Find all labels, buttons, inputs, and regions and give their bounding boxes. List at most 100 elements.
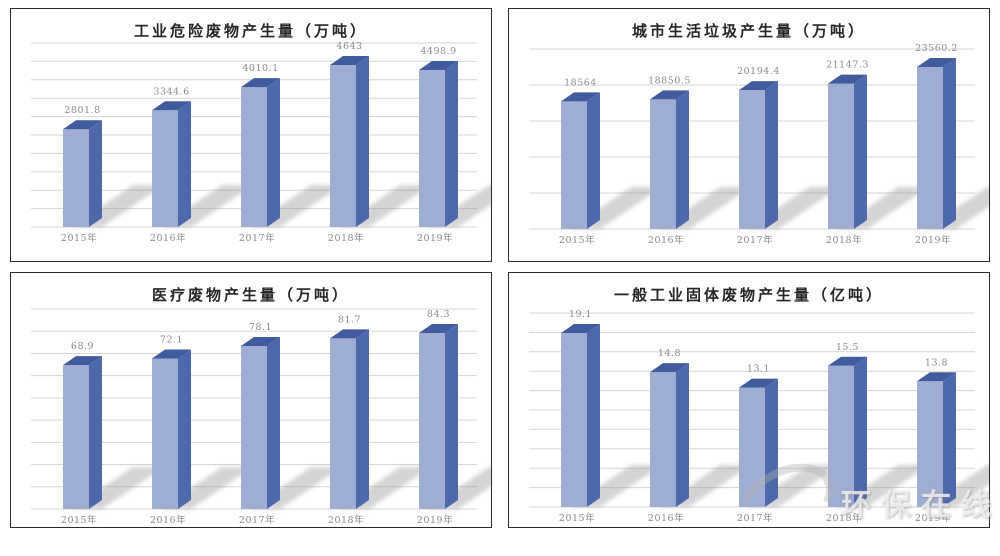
bar-front — [828, 365, 854, 507]
bar-top — [330, 329, 369, 339]
bar-top — [739, 378, 778, 388]
bar-top — [650, 90, 689, 100]
bar-side — [854, 356, 867, 507]
bar-front — [63, 129, 89, 227]
value-label: 23560.2 — [915, 43, 958, 54]
value-label: 18850.5 — [648, 75, 691, 86]
bar-top — [650, 363, 689, 373]
value-label: 78.1 — [249, 322, 272, 333]
bar-front — [63, 365, 89, 509]
bar-top — [330, 56, 369, 65]
bar-top — [917, 58, 956, 67]
value-label: 68.9 — [71, 341, 94, 352]
charts-grid: 工业危险废物产生量（万吨） 2801.8 2015年 3344.6 2016年 4010… — [10, 8, 990, 528]
bar-front — [917, 67, 943, 229]
bar-front — [330, 338, 356, 509]
bar-front — [917, 381, 943, 507]
bar-side — [89, 120, 102, 227]
bar-top — [561, 324, 600, 333]
year-label: 2019年 — [417, 232, 453, 244]
year-label: 2015年 — [61, 232, 97, 244]
year-label: 2017年 — [239, 232, 275, 244]
bar-front — [419, 333, 445, 509]
bar-side — [445, 324, 458, 509]
year-label: 2018年 — [826, 512, 862, 524]
value-label: 3344.6 — [153, 86, 189, 97]
year-label: 2019年 — [915, 234, 951, 246]
bar-top — [241, 78, 280, 88]
bar-top — [419, 324, 458, 333]
bar-front — [561, 101, 587, 229]
bar-side — [765, 378, 778, 507]
bar-side — [587, 324, 600, 507]
chart-title: 城市生活垃圾产生量（万吨） — [631, 24, 866, 40]
value-label: 19.1 — [569, 309, 592, 320]
bar-side — [854, 74, 867, 229]
year-label: 2016年 — [648, 234, 684, 246]
bar-front — [419, 70, 445, 227]
bar-top — [152, 101, 191, 111]
year-label: 2015年 — [559, 234, 595, 246]
bar-side — [178, 349, 191, 509]
bar-top — [561, 92, 600, 102]
bar-top — [63, 356, 102, 366]
value-label: 72.1 — [160, 334, 183, 345]
year-label: 2017年 — [239, 514, 275, 524]
bar-top — [419, 61, 458, 71]
value-label: 21147.3 — [826, 60, 869, 71]
bar-top — [828, 74, 867, 84]
year-label: 2019年 — [417, 514, 453, 524]
value-label: 20194.4 — [737, 66, 780, 77]
year-label: 2018年 — [328, 232, 364, 244]
value-label: 14.8 — [658, 348, 681, 359]
year-label: 2016年 — [150, 514, 186, 524]
chart-plot-municipal-solid-waste: 18564 2015年 18850.5 2016年 20194.4 2017年 21147.… — [529, 43, 989, 246]
bar-side — [267, 78, 280, 227]
year-label: 2018年 — [328, 514, 364, 524]
bar-top — [152, 349, 191, 359]
bar-side — [178, 101, 191, 227]
bar-front — [650, 99, 676, 229]
value-label: 2801.8 — [64, 105, 100, 116]
bar-front — [650, 372, 676, 507]
chart-plot-industrial-hazardous-waste: 2801.8 2015年 3344.6 2016年 4010.1 2017年 4643 201… — [31, 41, 491, 244]
bar-front — [828, 83, 854, 229]
bar-side — [765, 81, 778, 229]
chart-title: 工业危险废物产生量（万吨） — [133, 24, 368, 40]
value-label: 15.5 — [836, 342, 859, 353]
bar-front — [330, 65, 356, 227]
bar-top — [828, 356, 867, 366]
chart-panel-municipal-solid-waste: 城市生活垃圾产生量（万吨） 18564 2015年 18850.5 2016年 2019… — [508, 8, 990, 262]
bar-top — [63, 120, 102, 130]
year-label: 2015年 — [559, 512, 595, 524]
bar-top — [241, 336, 280, 346]
bar-top — [739, 81, 778, 91]
value-label: 13.1 — [747, 364, 770, 375]
chart-plot-general-industrial-solid-waste: 19.1 2015年 14.8 2016年 13.1 2017年 15.5 2018年 13.8… — [529, 309, 989, 524]
chart-panel-medical-waste: 医疗废物产生量（万吨） 68.9 2015年 72.1 2016年 78.1 2017年 8… — [10, 272, 492, 528]
value-label: 18564 — [564, 77, 597, 88]
chart-title: 一般工业固体废物产生量（亿吨） — [613, 288, 884, 304]
value-label: 4498.9 — [420, 46, 456, 57]
year-label: 2018年 — [826, 234, 862, 246]
bar-side — [587, 92, 600, 229]
bar-side — [943, 58, 956, 229]
chart-plot-medical-waste: 68.9 2015年 72.1 2016年 78.1 2017年 81.7 2018年 84.3… — [31, 308, 491, 524]
value-label: 13.8 — [925, 357, 948, 368]
value-label: 4010.1 — [242, 63, 278, 74]
year-label: 2017年 — [737, 512, 773, 524]
value-label: 84.3 — [427, 309, 450, 320]
bar-side — [356, 56, 369, 227]
bar-side — [676, 90, 689, 229]
bar-front — [241, 87, 267, 227]
year-label: 2015年 — [61, 514, 97, 524]
year-label: 2017年 — [737, 234, 773, 246]
bar-front — [561, 333, 587, 507]
value-label: 81.7 — [338, 314, 361, 325]
chart-title: 医疗废物产生量（万吨） — [151, 288, 350, 304]
year-label: 2019年 — [915, 512, 951, 524]
bar-top — [917, 372, 956, 382]
bar-side — [445, 61, 458, 227]
bar-front — [739, 90, 765, 229]
